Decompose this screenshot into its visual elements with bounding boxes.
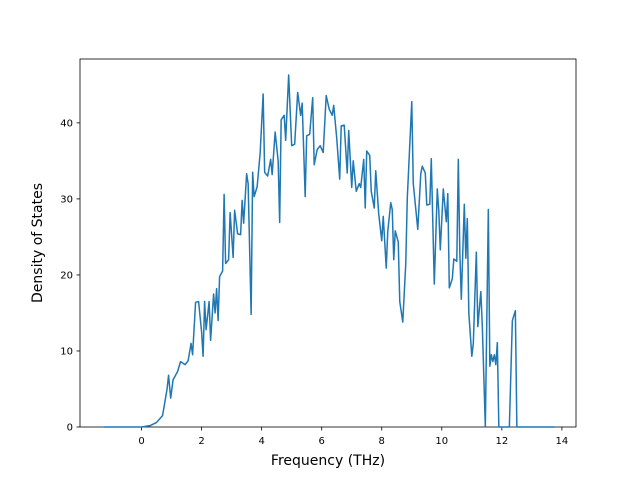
data-line	[104, 74, 555, 428]
y-tick-label: 0	[67, 423, 73, 434]
plot-frame	[79, 58, 577, 428]
x-tick-label: 14	[556, 436, 569, 447]
y-tick-label: 20	[60, 270, 73, 281]
y-tick-label: 30	[60, 194, 73, 205]
x-tick-label: 0	[138, 436, 144, 447]
x-tick-label: 2	[198, 436, 204, 447]
x-tick-label: 4	[258, 436, 264, 447]
x-tick-label: 10	[435, 436, 448, 447]
x-axis-label: Frequency (THz)	[271, 453, 385, 469]
y-tick-label: 10	[60, 346, 73, 357]
y-axis-label: Density of States	[30, 183, 46, 303]
x-tick-label: 12	[495, 436, 508, 447]
y-tick-label: 40	[60, 118, 73, 129]
x-tick-label: 8	[379, 436, 385, 447]
x-tick-label: 6	[319, 436, 325, 447]
